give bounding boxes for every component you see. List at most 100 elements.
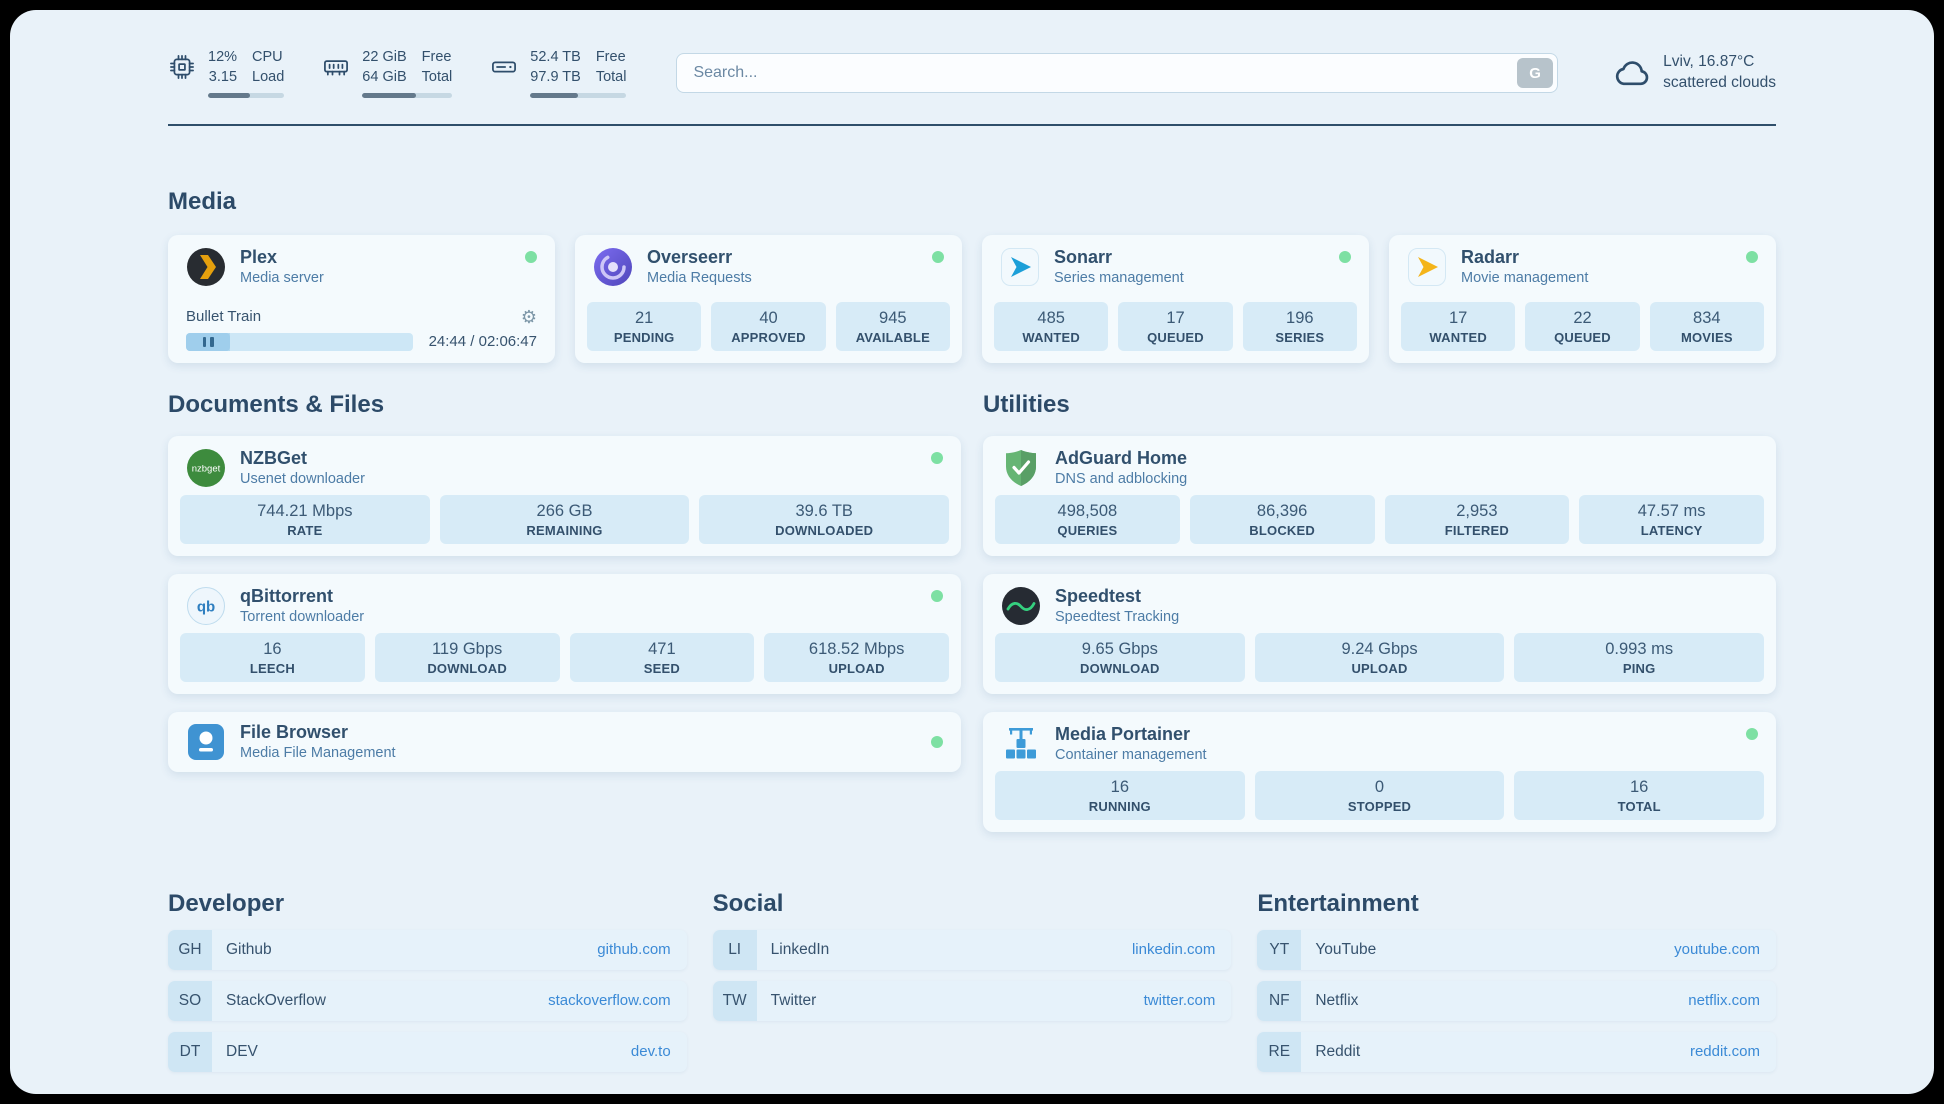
- disk-progress-fill: [530, 93, 579, 99]
- bookmark-group-developer: Developer GH Github github.com SO StackO…: [168, 890, 687, 1072]
- bookmark-stackoverflow[interactable]: SO StackOverflow stackoverflow.com: [168, 980, 687, 1021]
- bookmark-url: reddit.com: [1689, 1043, 1760, 1061]
- stat-label: WANTED: [1022, 329, 1080, 345]
- service-card-filebrowser[interactable]: File Browser Media File Management: [168, 711, 961, 772]
- bookmark-name: Twitter: [770, 991, 817, 1009]
- cpu-load-label: Load: [252, 68, 285, 85]
- stat-label: PENDING: [613, 329, 675, 345]
- stat-label: UPLOAD: [1351, 660, 1408, 676]
- search-box: G: [676, 53, 1559, 94]
- bookmark-url: youtube.com: [1674, 941, 1760, 959]
- bookmark-reddit[interactable]: RE Reddit reddit.com: [1257, 1031, 1776, 1072]
- stat-seed: 471 SEED: [569, 632, 755, 682]
- stat-total: 16 TOTAL: [1514, 770, 1765, 820]
- bookmark-abbr: TW: [712, 980, 757, 1021]
- bookmark-group-entertainment: Entertainment YT YouTube youtube.com NF …: [1257, 890, 1776, 1072]
- stat-downloaded: 39.6 TB DOWNLOADED: [699, 494, 950, 544]
- playback-progress-bar[interactable]: [186, 332, 413, 351]
- stat-queued: 22 QUEUED: [1525, 301, 1640, 351]
- stat-wanted: 485 WANTED: [994, 301, 1109, 351]
- documents-heading: Documents & Files: [168, 390, 385, 418]
- stat-value: 498,508: [1057, 501, 1118, 520]
- bookmark-twitter[interactable]: TW Twitter twitter.com: [712, 980, 1232, 1021]
- cloud-icon: [1612, 53, 1652, 93]
- service-name: NZBGet: [240, 448, 307, 469]
- stat-value: 39.6 TB: [795, 501, 853, 520]
- disk-icon: [490, 48, 518, 81]
- service-name: qBittorrent: [240, 586, 333, 607]
- bookmark-url: github.com: [597, 941, 671, 959]
- service-card-overseerr[interactable]: Overseerr Media Requests 21 PENDING 40 A…: [575, 234, 962, 363]
- search-provider-button[interactable]: G: [1517, 58, 1554, 89]
- stat-value: 119 Gbps: [431, 639, 503, 658]
- service-card-adguard[interactable]: AdGuard Home DNS and adblocking 498,508 …: [983, 435, 1776, 556]
- stat-value: 16: [1110, 777, 1130, 796]
- bookmark-name: LinkedIn: [770, 940, 830, 958]
- stat-download: 9.65 Gbps DOWNLOAD: [995, 632, 1245, 682]
- stat-label: DOWNLOAD: [1080, 660, 1160, 676]
- service-subtitle: Media File Management: [240, 745, 396, 762]
- resource-widgets: 12% 3.15 CPU Load: [168, 48, 627, 99]
- now-playing: Bullet Train ⚙ 24:44 / 02:06:47: [168, 308, 555, 363]
- stat-approved: 40 APPROVED: [711, 301, 826, 351]
- bookmark-netflix[interactable]: NF Netflix netflix.com: [1257, 980, 1776, 1021]
- gear-icon[interactable]: ⚙: [520, 306, 537, 327]
- svg-text:nzbget: nzbget: [192, 463, 221, 474]
- playback-time: 24:44 / 02:06:47: [428, 333, 537, 351]
- stat-label: TOTAL: [1617, 798, 1661, 814]
- bookmark-github[interactable]: GH Github github.com: [168, 929, 687, 970]
- stat-value: 40: [759, 308, 778, 327]
- stat-value: 22: [1573, 308, 1592, 327]
- service-card-nzbget[interactable]: nzbget NZBGet Usenet downloader 744.21 M…: [168, 435, 961, 556]
- adguard-icon: [1001, 448, 1041, 488]
- service-name: File Browser: [240, 722, 349, 743]
- service-card-sonarr[interactable]: Sonarr Series management 485 WANTED 17 Q…: [982, 234, 1369, 363]
- stat-label: MOVIES: [1680, 329, 1733, 345]
- stat-label: DOWNLOAD: [427, 660, 507, 676]
- weather-location: Lviv, 16.87°C: [1663, 53, 1755, 71]
- media-grid: Plex Media server Bullet Train ⚙: [168, 234, 1776, 363]
- search-input[interactable]: [676, 53, 1559, 94]
- stat-value: 744.21 Mbps: [257, 501, 353, 520]
- memory-progress-fill: [362, 93, 417, 99]
- stat-leech: 16 LEECH: [180, 632, 365, 682]
- stat-value: 618.52 Mbps: [808, 639, 905, 658]
- stat-label: SEED: [643, 660, 680, 676]
- stat-upload: 9.24 Gbps UPLOAD: [1254, 632, 1505, 682]
- bookmark-abbr: RE: [1257, 1031, 1302, 1072]
- bookmark-dev[interactable]: DT DEV dev.to: [168, 1031, 687, 1072]
- service-card-speedtest[interactable]: Speedtest Speedtest Tracking 9.65 Gbps D…: [983, 573, 1776, 694]
- stat-value: 945: [879, 308, 907, 327]
- cpu-usage-value: 12%: [208, 49, 238, 65]
- bookmark-youtube[interactable]: YT YouTube youtube.com: [1257, 929, 1776, 970]
- service-name: Media Portainer: [1055, 724, 1191, 745]
- service-card-qbittorrent[interactable]: qb qBittorrent Torrent downloader 16 LEE…: [168, 573, 961, 694]
- status-dot: [932, 250, 944, 263]
- stat-label: REMAINING: [526, 522, 603, 538]
- stat-value: 47.57 ms: [1637, 501, 1706, 520]
- now-playing-title: Bullet Train: [186, 308, 262, 326]
- topbar: 12% 3.15 CPU Load: [168, 48, 1776, 99]
- memory-total-label: Total: [421, 68, 453, 85]
- section-media: Media Plex Media server: [168, 188, 1776, 363]
- stat-running: 16 RUNNING: [995, 770, 1245, 820]
- status-dot: [931, 735, 943, 748]
- memory-icon: [322, 48, 350, 81]
- service-card-radarr[interactable]: Radarr Movie management 17 WANTED 22 QUE…: [1389, 234, 1776, 363]
- pause-button[interactable]: [186, 332, 230, 351]
- service-card-portainer[interactable]: Media Portainer Container management 16 …: [983, 711, 1776, 832]
- service-name: Overseerr: [647, 247, 733, 268]
- weather-widget[interactable]: Lviv, 16.87°C scattered clouds: [1612, 52, 1776, 94]
- bookmark-abbr: SO: [168, 980, 212, 1021]
- stat-label: LATENCY: [1640, 522, 1703, 538]
- bookmark-linkedin[interactable]: LI LinkedIn linkedin.com: [712, 929, 1232, 970]
- bookmark-abbr: GH: [168, 929, 212, 970]
- stat-label: RUNNING: [1088, 798, 1151, 814]
- stat-value: 196: [1286, 308, 1314, 327]
- memory-free-label: Free: [421, 49, 452, 65]
- service-name: Sonarr: [1054, 247, 1113, 268]
- stat-wanted: 17 WANTED: [1401, 301, 1516, 351]
- status-dot: [1746, 250, 1758, 263]
- service-subtitle: Container management: [1055, 747, 1207, 764]
- service-card-plex[interactable]: Plex Media server Bullet Train ⚙: [168, 234, 555, 363]
